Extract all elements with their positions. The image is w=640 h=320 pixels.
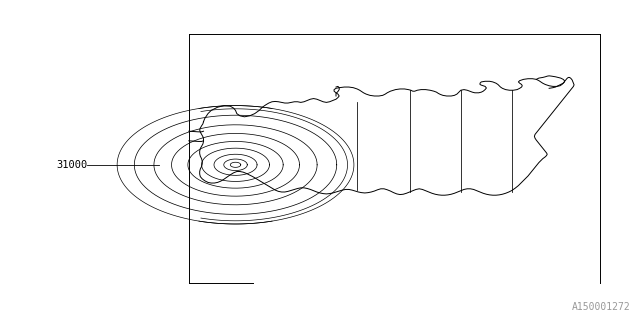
Text: A150001272: A150001272 [572,302,630,312]
Text: 31000: 31000 [56,160,88,170]
